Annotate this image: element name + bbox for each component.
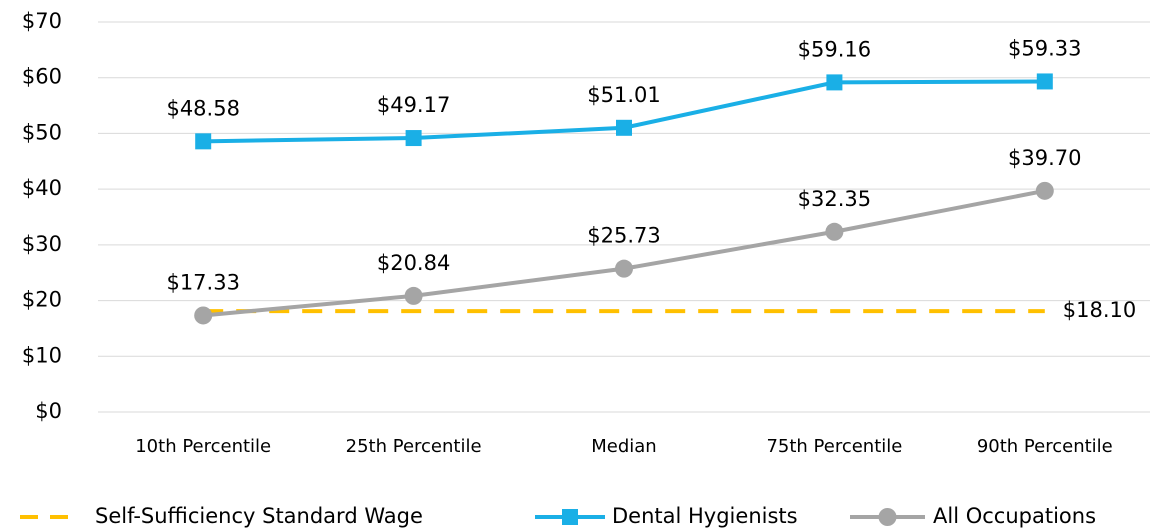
data-label: $39.70: [1008, 146, 1081, 170]
data-label: $17.33: [166, 270, 239, 294]
data-point: [194, 306, 213, 325]
data-label: $59.33: [1008, 36, 1081, 60]
data-label: $59.16: [798, 37, 871, 61]
y-tick-label: $70: [22, 9, 62, 33]
data-point: [1036, 73, 1053, 90]
data-label: $20.84: [377, 251, 450, 275]
y-tick-label: $20: [22, 288, 62, 312]
y-tick-label: $60: [22, 65, 62, 89]
y-tick-label: $30: [22, 232, 62, 256]
legend-marker: [562, 509, 578, 525]
legend-marker: [878, 508, 897, 526]
data-label: $51.01: [587, 83, 660, 107]
series-line: [203, 188, 1046, 318]
y-tick-label: $10: [22, 343, 62, 367]
legend-label: Self-Sufficiency Standard Wage: [95, 504, 423, 528]
y-tick-label: $50: [22, 120, 62, 144]
y-tick-label: $0: [35, 399, 62, 423]
y-tick-label: $40: [22, 176, 62, 200]
data-label: $25.73: [587, 224, 660, 248]
data-point: [616, 119, 632, 136]
data-point: [825, 222, 844, 241]
data-point: [195, 133, 212, 150]
x-tick-label: 75th Percentile: [766, 436, 902, 457]
data-label: $18.10: [1063, 298, 1136, 322]
data-point: [1035, 181, 1054, 200]
legend-label: Dental Hygienists: [612, 504, 798, 528]
data-point: [826, 74, 843, 91]
data-point: [615, 259, 633, 278]
data-point: [405, 130, 422, 147]
legend-label: All Occupations: [933, 504, 1096, 528]
data-label: $49.17: [377, 93, 450, 117]
x-tick-label: 25th Percentile: [346, 436, 482, 457]
x-tick-label: Median: [591, 436, 656, 457]
x-tick-label: 90th Percentile: [977, 436, 1113, 457]
data-label: $48.58: [166, 96, 239, 120]
x-tick-label: 10th Percentile: [135, 436, 271, 457]
data-point: [404, 286, 423, 305]
data-label: $32.35: [798, 187, 871, 211]
